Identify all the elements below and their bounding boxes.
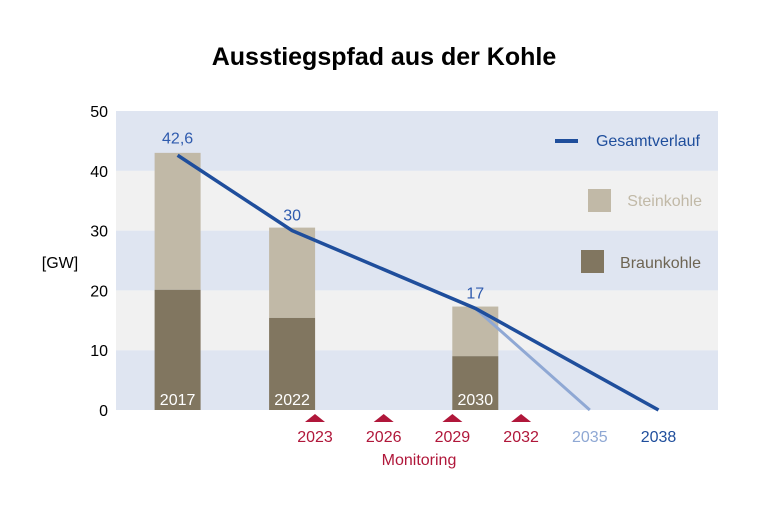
bar-braunkohle — [154, 289, 201, 410]
monitoring-year-label: 2032 — [503, 429, 539, 446]
y-tick-label: 0 — [99, 403, 108, 420]
value-label: 42,6 — [162, 130, 193, 147]
grid-band — [116, 230, 718, 291]
monitoring-marker-icon — [442, 414, 463, 422]
legend-label-braunkohle: Braunkohle — [620, 255, 701, 272]
bar-year-label: 2030 — [458, 392, 494, 409]
legend-label-steinkohle: Steinkohle — [627, 193, 702, 210]
bar-braunkohle — [269, 317, 316, 410]
value-label: 30 — [283, 208, 301, 225]
end-year-label: 2035 — [572, 429, 608, 446]
monitoring-year-label: 2026 — [366, 429, 402, 446]
line-gesamtverlauf — [176, 153, 660, 412]
bar-year-label: 2022 — [274, 392, 310, 409]
bar-steinkohle — [452, 306, 499, 357]
grid-band — [116, 350, 718, 410]
y-tick-label: 30 — [90, 224, 108, 241]
legend-swatch-steinkohle — [588, 189, 611, 212]
y-axis-label: [GW] — [42, 255, 78, 272]
bar-steinkohle — [154, 152, 201, 290]
monitoring-year-label: 2023 — [297, 429, 333, 446]
grid-band — [116, 290, 718, 351]
legend-swatch-braunkohle — [581, 250, 604, 273]
monitoring-label: Monitoring — [382, 452, 457, 469]
y-tick-label: 20 — [90, 283, 108, 300]
value-label: 17 — [466, 285, 484, 302]
monitoring-marker-icon — [373, 414, 394, 422]
bar-steinkohle — [269, 227, 316, 318]
bar-year-label: 2017 — [160, 392, 196, 409]
monitoring-marker-icon — [305, 414, 325, 422]
grid-band — [116, 111, 718, 171]
monitoring-marker-icon — [511, 414, 532, 422]
y-tick-label: 50 — [90, 104, 108, 121]
bar-braunkohle — [452, 356, 499, 410]
legend-label-gesamtverlauf: Gesamtverlauf — [596, 133, 701, 150]
chart-title: Ausstiegspfad aus der Kohle — [212, 43, 557, 71]
monitoring-year-label: 2029 — [435, 429, 471, 446]
line-alternative-2035 — [474, 307, 591, 412]
y-tick-label: 10 — [90, 343, 108, 360]
y-tick-label: 40 — [90, 164, 108, 181]
end-year-label: 2038 — [641, 429, 677, 446]
